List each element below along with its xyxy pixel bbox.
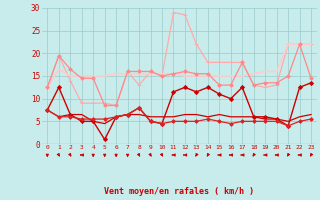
Text: Vent moyen/en rafales ( km/h ): Vent moyen/en rafales ( km/h ) <box>104 187 254 196</box>
